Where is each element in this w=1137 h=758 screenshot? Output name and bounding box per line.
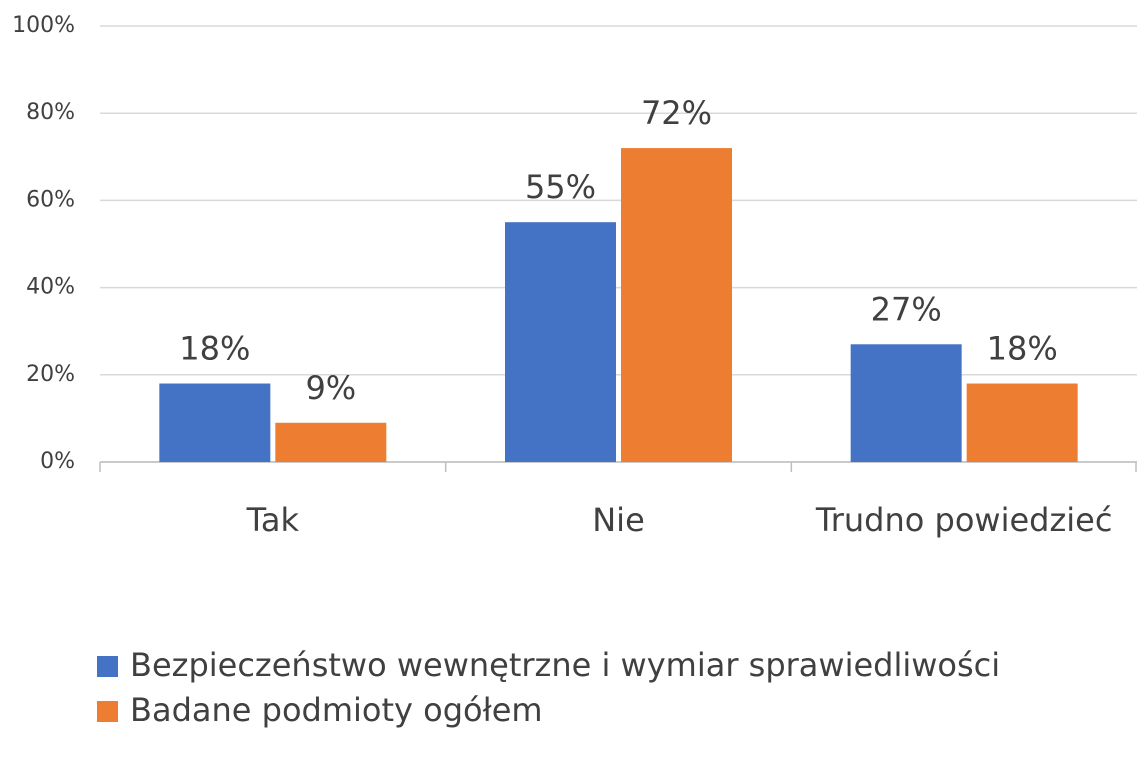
- y-tick-label: 40%: [26, 275, 75, 300]
- data-label: 72%: [641, 94, 712, 132]
- data-label: 27%: [871, 290, 942, 328]
- legend-swatch: [97, 701, 118, 722]
- legend-swatch: [97, 656, 118, 677]
- bar: [966, 383, 1078, 462]
- bar: [159, 383, 271, 462]
- y-tick-label: 100%: [12, 13, 75, 38]
- legend-label: Bezpieczeństwo wewnętrzne i wymiar spraw…: [130, 646, 1000, 684]
- x-tick-label: Trudno powiedzieć: [815, 501, 1113, 539]
- data-label: 55%: [525, 168, 596, 206]
- data-label: 9%: [305, 369, 356, 407]
- bar: [850, 344, 962, 462]
- y-tick-label: 20%: [26, 362, 75, 387]
- bar: [505, 222, 616, 462]
- y-tick-label: 0%: [40, 449, 75, 474]
- bar: [621, 148, 732, 462]
- y-tick-label: 80%: [26, 100, 75, 125]
- y-tick-label: 60%: [26, 187, 75, 212]
- legend-label: Badane podmioty ogółem: [130, 691, 543, 729]
- bar: [275, 422, 387, 462]
- x-tick-label: Tak: [246, 501, 300, 539]
- data-label: 18%: [987, 330, 1058, 368]
- data-label: 18%: [179, 330, 250, 368]
- x-tick-label: Nie: [592, 501, 645, 539]
